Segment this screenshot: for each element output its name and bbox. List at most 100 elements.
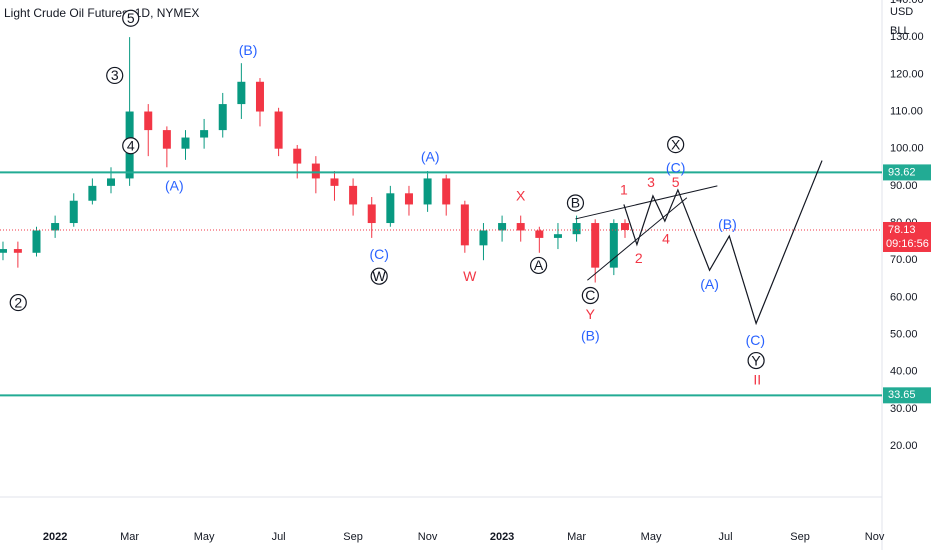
candle-body bbox=[620, 223, 629, 230]
wave-circle bbox=[122, 9, 140, 27]
wave-label: Y bbox=[751, 352, 761, 368]
x-tick-label: May bbox=[194, 531, 215, 543]
level-label: 33.65 bbox=[888, 389, 916, 401]
candle-body bbox=[32, 230, 41, 253]
wedge-line bbox=[587, 197, 688, 281]
wave-label: X bbox=[516, 188, 526, 204]
x-tick-label: May bbox=[641, 531, 662, 543]
candle-body bbox=[349, 185, 358, 205]
candle-body bbox=[144, 111, 153, 131]
candle-body bbox=[591, 223, 600, 268]
wave-label: 3 bbox=[111, 67, 119, 83]
countdown: 09:16:56 bbox=[886, 238, 929, 250]
candle-body bbox=[274, 111, 283, 149]
level-tag bbox=[883, 387, 931, 404]
wave-circle bbox=[106, 66, 124, 85]
candle-body bbox=[255, 81, 264, 112]
candle-body bbox=[609, 223, 618, 268]
wave-label: 4 bbox=[662, 231, 670, 247]
y-tick-label: 50.00 bbox=[890, 328, 918, 340]
last-price-label: 78.13 bbox=[888, 224, 916, 236]
x-tick-label: Sep bbox=[790, 531, 810, 543]
candle-body bbox=[237, 81, 246, 105]
candle-body bbox=[162, 130, 171, 149]
projection-path bbox=[623, 160, 823, 326]
wave-circle bbox=[747, 351, 765, 370]
wave-label: W bbox=[373, 268, 387, 284]
wave-label: (B) bbox=[239, 42, 258, 58]
candle-body bbox=[13, 249, 22, 253]
wave-label: C bbox=[585, 287, 595, 303]
wave-label: 4 bbox=[127, 137, 135, 153]
candle-body bbox=[311, 163, 320, 179]
wave-label: (B) bbox=[581, 327, 600, 343]
candle-body bbox=[106, 178, 115, 186]
candle-body bbox=[498, 223, 507, 231]
wave-circle bbox=[529, 256, 548, 275]
candle-body bbox=[535, 230, 544, 238]
x-tick-label: 2023 bbox=[490, 531, 514, 543]
wedge-line bbox=[575, 185, 718, 220]
wave-circle bbox=[667, 136, 685, 154]
wave-label: (A) bbox=[700, 276, 719, 292]
candle-body bbox=[572, 223, 581, 235]
chart-title: Light Crude Oil Futures, 1D, NYMEX bbox=[4, 6, 199, 20]
x-tick-label: Mar bbox=[120, 531, 139, 543]
x-tick-label: Nov bbox=[865, 531, 885, 543]
candle-body bbox=[218, 104, 227, 131]
wave-label: 3 bbox=[647, 174, 655, 190]
x-tick-label: Jul bbox=[272, 531, 286, 543]
y-tick-label: 30.00 bbox=[890, 403, 918, 415]
candle-body bbox=[88, 185, 97, 201]
wave-label: B bbox=[571, 195, 580, 211]
candle-body bbox=[423, 178, 432, 205]
wave-label: 2 bbox=[635, 250, 643, 266]
level-tag bbox=[883, 164, 931, 181]
wave-circle bbox=[122, 137, 140, 155]
wave-label: 5 bbox=[127, 10, 135, 26]
y-tick-label: 130.00 bbox=[890, 31, 924, 43]
candle-body bbox=[442, 178, 451, 205]
wave-label: 5 bbox=[672, 174, 680, 190]
y-tick-label: 60.00 bbox=[890, 291, 918, 303]
candle-body bbox=[386, 193, 395, 224]
wave-label: (C) bbox=[369, 246, 388, 262]
candle-body bbox=[460, 204, 469, 246]
y-tick-label: 40.00 bbox=[890, 366, 918, 378]
wave-label: (B) bbox=[718, 216, 737, 232]
wave-label: I bbox=[128, 0, 132, 2]
level-label: 93.62 bbox=[888, 166, 916, 178]
candle-body bbox=[404, 193, 413, 205]
candle-body bbox=[181, 137, 190, 149]
wave-circle bbox=[9, 293, 27, 312]
candle-body bbox=[51, 223, 60, 231]
wave-label: X bbox=[671, 136, 681, 152]
wave-label: (C) bbox=[666, 159, 685, 175]
wave-label: A bbox=[534, 257, 544, 273]
y-tick-label: 20.00 bbox=[890, 440, 918, 452]
x-tick-label: Sep bbox=[343, 531, 363, 543]
currency: USD bbox=[890, 6, 913, 18]
x-tick-label: Nov bbox=[418, 531, 438, 543]
candle-body bbox=[367, 204, 376, 224]
candle-body bbox=[330, 178, 339, 186]
wave-label: (C) bbox=[746, 332, 765, 348]
wave-label: II bbox=[753, 372, 761, 388]
y-tick-label: 90.00 bbox=[890, 180, 918, 192]
wave-label: 2 bbox=[14, 294, 22, 310]
y-tick-label: 100.00 bbox=[890, 143, 924, 155]
candle-body bbox=[69, 200, 78, 224]
y-tick-label: 120.00 bbox=[890, 68, 924, 80]
x-tick-label: Mar bbox=[567, 531, 586, 543]
candle-body bbox=[0, 249, 7, 253]
candle-body bbox=[293, 148, 302, 164]
x-tick-label: 2022 bbox=[43, 531, 67, 543]
candle-body bbox=[200, 130, 209, 138]
wave-label: W bbox=[463, 268, 477, 284]
last-price-tag bbox=[883, 221, 931, 252]
unit: BLL bbox=[890, 25, 910, 37]
x-tick-label: Jul bbox=[719, 531, 733, 543]
wave-label: 1 bbox=[620, 182, 628, 198]
y-tick-label: 110.00 bbox=[890, 105, 923, 117]
